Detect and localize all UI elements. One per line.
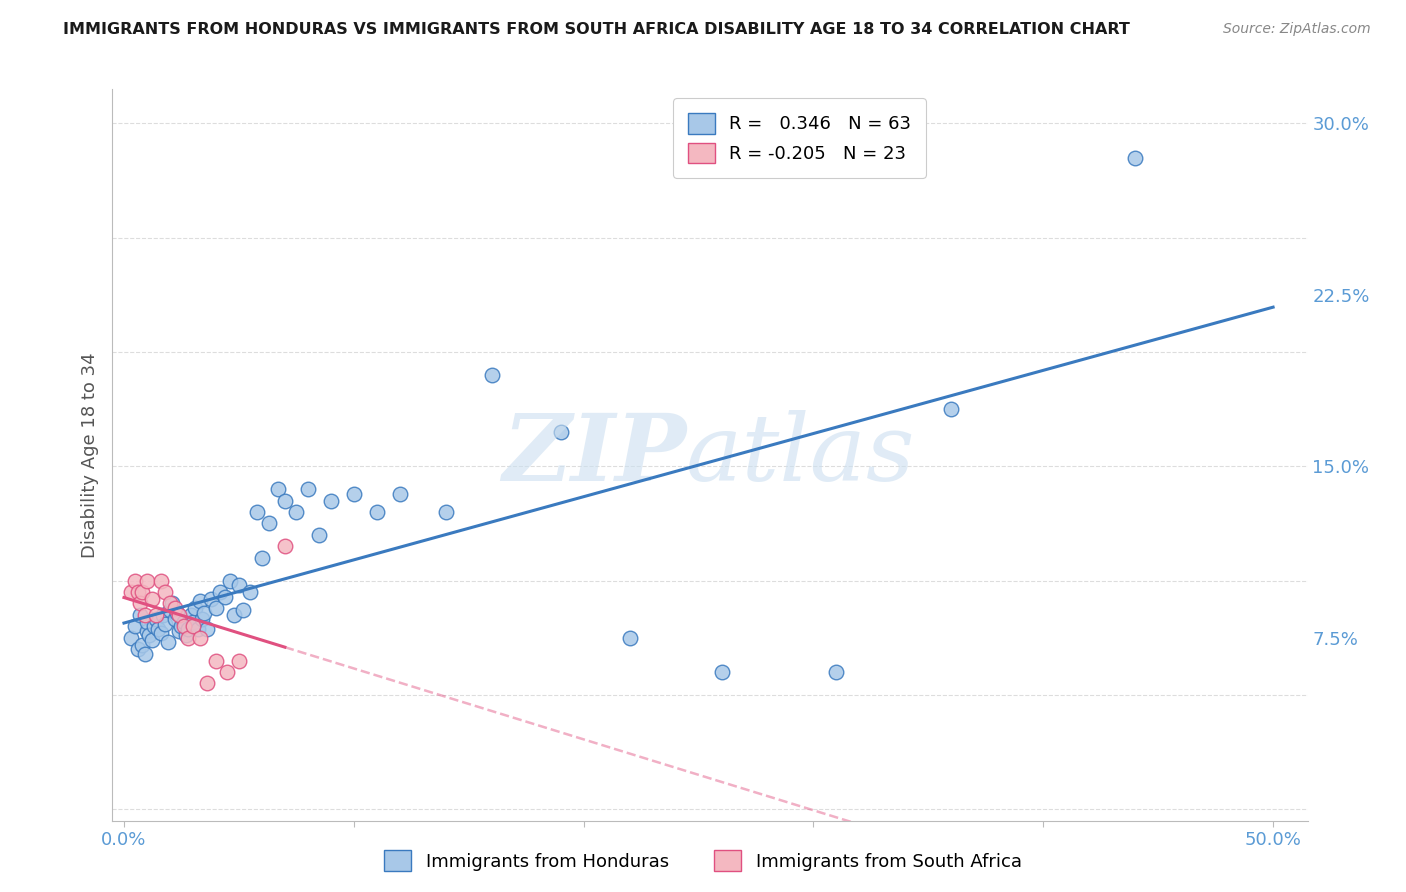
Point (173, 615, 195, 629)
Point (186, 622, 208, 636)
Point (1123, 151, 1146, 165)
Text: atlas: atlas (686, 410, 915, 500)
Point (366, 505, 388, 519)
Point (131, 585, 153, 599)
Point (141, 633, 163, 648)
Point (149, 574, 172, 588)
Point (181, 615, 204, 629)
Point (232, 603, 254, 617)
Y-axis label: Disability Age 18 to 34: Disability Age 18 to 34 (80, 352, 98, 558)
Point (193, 606, 215, 620)
Point (228, 578, 250, 592)
Text: ZIP: ZIP (502, 410, 686, 500)
Point (173, 619, 195, 633)
Point (550, 425, 572, 439)
Point (825, 665, 848, 679)
Legend: R =   0.346   N = 63, R = -0.205   N = 23: R = 0.346 N = 63, R = -0.205 N = 23 (673, 98, 927, 178)
Point (136, 615, 159, 629)
Point (124, 574, 146, 588)
Point (205, 654, 228, 668)
Point (127, 642, 149, 657)
Point (127, 585, 149, 599)
Point (142, 619, 165, 633)
Point (217, 665, 239, 679)
Point (285, 505, 308, 519)
Point (200, 591, 222, 606)
Point (191, 613, 214, 627)
Point (134, 607, 156, 622)
Point (274, 539, 297, 553)
Point (710, 665, 733, 679)
Point (155, 585, 177, 599)
Text: Source: ZipAtlas.com: Source: ZipAtlas.com (1223, 22, 1371, 37)
Point (481, 368, 503, 382)
Point (163, 601, 186, 615)
Point (250, 550, 273, 565)
Point (388, 487, 411, 501)
Point (619, 631, 641, 645)
Point (156, 635, 179, 649)
Point (177, 631, 200, 645)
Point (167, 624, 190, 638)
Point (319, 493, 342, 508)
Text: IMMIGRANTS FROM HONDURAS VS IMMIGRANTS FROM SOUTH AFRICA DISABILITY AGE 18 TO 34: IMMIGRANTS FROM HONDURAS VS IMMIGRANTS F… (63, 22, 1130, 37)
Point (434, 505, 457, 519)
Point (941, 402, 963, 417)
Point (184, 601, 207, 615)
Point (239, 585, 262, 599)
Point (177, 622, 200, 636)
Point (124, 619, 146, 633)
Point (159, 597, 181, 611)
Point (308, 528, 330, 542)
Point (205, 601, 228, 615)
Point (120, 631, 142, 645)
Legend: Immigrants from Honduras, Immigrants from South Africa: Immigrants from Honduras, Immigrants fro… (377, 843, 1029, 879)
Point (138, 628, 160, 642)
Point (129, 597, 152, 611)
Point (181, 619, 204, 633)
Point (136, 624, 159, 638)
Point (167, 607, 190, 622)
Point (148, 622, 170, 636)
Point (155, 617, 177, 632)
Point (159, 603, 181, 617)
Point (166, 606, 188, 620)
Point (141, 591, 163, 606)
Point (162, 597, 183, 611)
Point (180, 607, 202, 622)
Point (246, 505, 269, 519)
Point (134, 647, 156, 661)
Point (274, 493, 297, 508)
Point (195, 622, 218, 636)
Point (131, 638, 153, 652)
Point (214, 590, 236, 604)
Point (267, 482, 290, 496)
Point (228, 654, 250, 668)
Point (209, 585, 232, 599)
Point (163, 613, 186, 627)
Point (188, 631, 211, 645)
Point (152, 607, 174, 622)
Point (218, 574, 240, 588)
Point (120, 585, 142, 599)
Point (174, 628, 197, 642)
Point (170, 619, 193, 633)
Point (188, 594, 211, 608)
Point (129, 607, 152, 622)
Point (257, 516, 280, 531)
Point (145, 607, 167, 622)
Point (297, 482, 319, 496)
Point (343, 487, 366, 501)
Point (224, 607, 246, 622)
Point (149, 626, 172, 640)
Point (136, 574, 159, 588)
Point (195, 676, 218, 690)
Point (145, 613, 167, 627)
